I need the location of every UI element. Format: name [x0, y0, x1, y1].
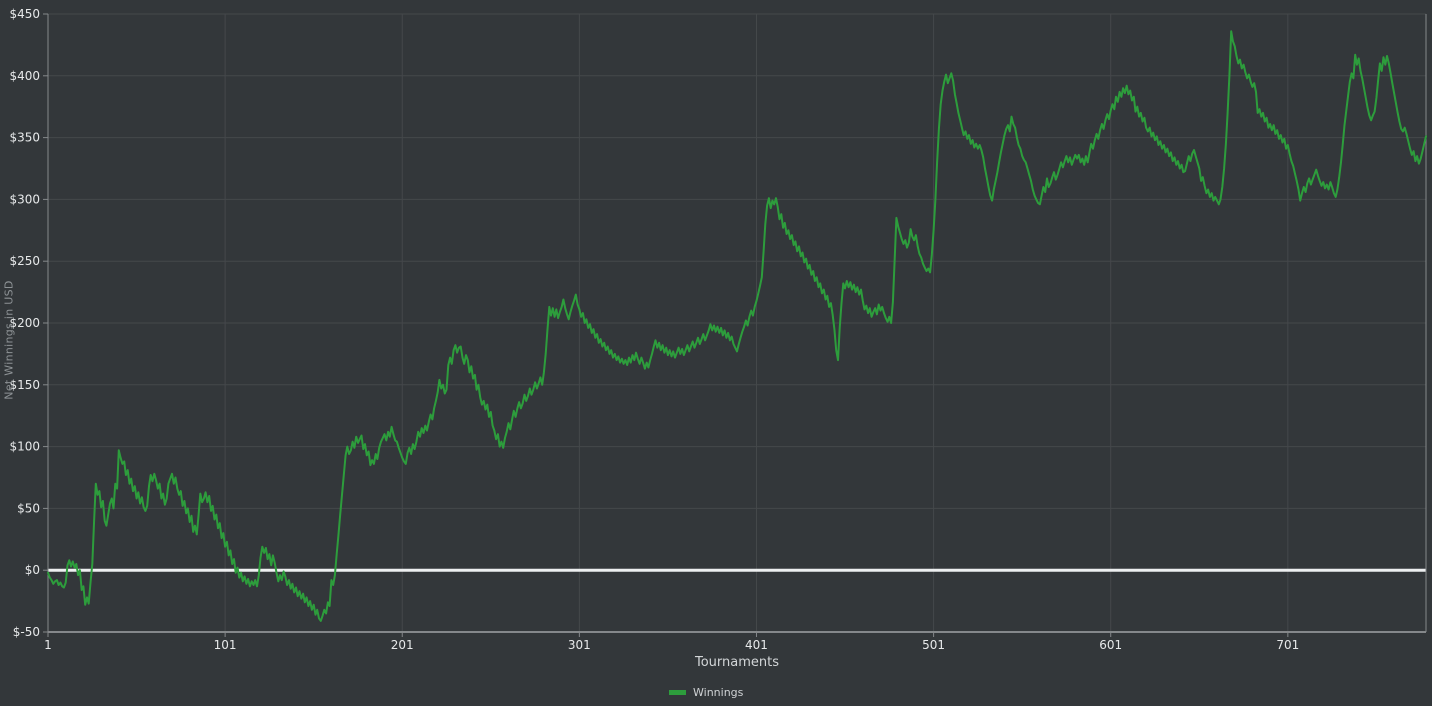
- legend-line-swatch: [669, 690, 686, 695]
- y-tick-label: $450: [9, 7, 40, 21]
- y-tick-label: $350: [9, 131, 40, 145]
- winnings-line: [47, 30, 1427, 622]
- legend-label: Winnings: [693, 686, 744, 699]
- x-tick-label: 101: [214, 638, 237, 652]
- x-tick-label: 601: [1099, 638, 1122, 652]
- y-tick-label: $150: [9, 378, 40, 392]
- y-tick-label: $200: [9, 316, 40, 330]
- y-tick-label: $0: [25, 563, 40, 577]
- y-tick-label: $300: [9, 192, 40, 206]
- x-tick-label: 401: [745, 638, 768, 652]
- x-axis-title: Tournaments: [694, 655, 780, 670]
- x-tick-label: 501: [922, 638, 945, 652]
- y-tick-label: $400: [9, 69, 40, 83]
- x-tick-label: 701: [1276, 638, 1299, 652]
- legend: Winnings: [669, 686, 743, 699]
- y-tick-label: $250: [9, 254, 40, 268]
- y-tick-label: $100: [9, 440, 40, 454]
- y-tick-label: $50: [17, 501, 40, 515]
- x-tick-label: 201: [391, 638, 414, 652]
- x-tick-label: 301: [568, 638, 591, 652]
- y-axis-title: Net Winnings in USD: [2, 280, 16, 400]
- y-tick-label: $-50: [13, 625, 40, 639]
- x-tick-label: 1: [44, 638, 52, 652]
